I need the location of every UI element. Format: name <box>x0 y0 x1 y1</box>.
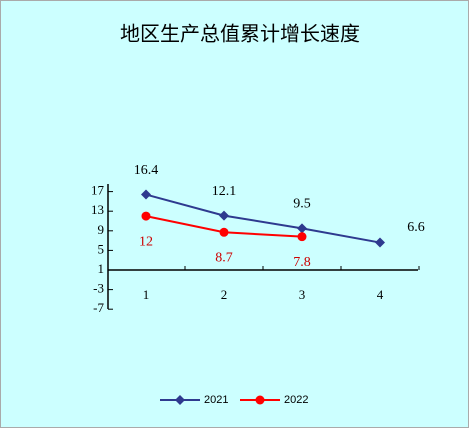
data-label: 8.7 <box>215 250 233 265</box>
y-tick-label: 5 <box>98 241 105 256</box>
x-tick-label: 3 <box>299 287 306 302</box>
point-marker <box>141 211 151 221</box>
legend-marker <box>175 395 185 405</box>
data-label: 12 <box>139 234 153 249</box>
y-tick-label: -7 <box>93 300 104 315</box>
chart-title: 地区生产总值累计增长速度 <box>120 22 360 46</box>
point-marker <box>219 227 229 237</box>
y-tick-label: 9 <box>98 222 105 237</box>
y-tick-label: 1 <box>98 261 105 276</box>
point-marker <box>219 210 229 221</box>
x-tick-label: 1 <box>143 287 150 302</box>
point-marker <box>297 232 307 242</box>
legend-label: 2021 <box>204 394 228 406</box>
data-label: 9.5 <box>293 197 311 212</box>
x-tick-label: 2 <box>221 287 228 302</box>
x-tick-label: 4 <box>377 287 384 302</box>
legend-label: 2022 <box>284 394 308 406</box>
point-marker <box>375 237 385 248</box>
data-label: 12.1 <box>212 184 237 199</box>
point-marker <box>141 189 151 200</box>
y-tick-label: -3 <box>93 281 104 296</box>
point-marker <box>297 223 307 234</box>
y-tick-label: 13 <box>91 202 104 217</box>
data-label: 16.4 <box>134 163 159 178</box>
legend: 2021 2022 <box>160 394 308 406</box>
legend-marker <box>255 395 265 405</box>
data-label: 6.6 <box>407 220 425 235</box>
y-tick-label: 17 <box>91 183 105 198</box>
series-line <box>145 193 381 244</box>
data-label: 7.8 <box>293 255 311 270</box>
